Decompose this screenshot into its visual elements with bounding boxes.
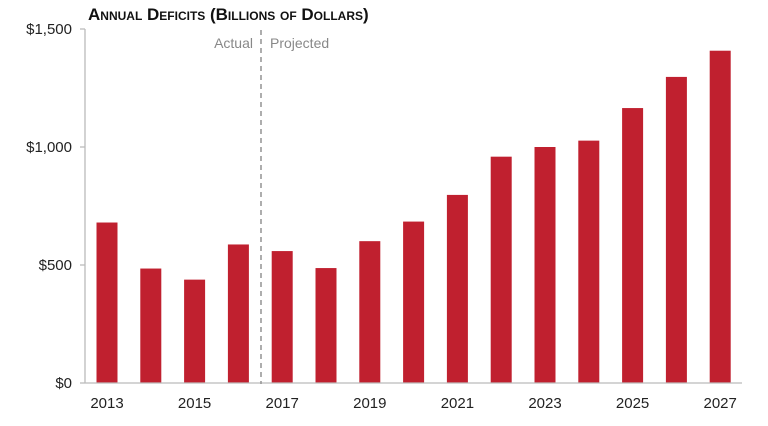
y-axis: $0 $500 $1,000 $1,500 (26, 21, 86, 392)
bar-2021 (446, 194, 468, 383)
x-tick-label: 2019 (353, 395, 386, 412)
bar-2017 (271, 251, 293, 383)
y-tick-label: $0 (55, 375, 72, 392)
bar-2024 (578, 140, 600, 383)
bar-2027 (709, 50, 731, 383)
annotation-actual: Actual (214, 35, 253, 51)
x-tick-label: 2021 (441, 395, 474, 412)
chart-title: Annual Deficits (Billions of Dollars) (88, 5, 369, 24)
bar-2018 (315, 268, 337, 383)
bar-2013 (96, 222, 118, 383)
bar-2014 (140, 268, 162, 383)
bar-2025 (622, 108, 644, 383)
x-axis: 2013 2015 2017 2019 2021 2023 2025 2027 (85, 382, 742, 412)
bar-2016 (227, 244, 249, 383)
y-tick-label: $1,000 (26, 139, 72, 156)
bar-2023 (534, 147, 556, 383)
y-tick-label: $500 (39, 257, 72, 274)
annotation-projected: Projected (270, 35, 329, 51)
x-tick-label: 2015 (178, 395, 211, 412)
y-tick-label: $1,500 (26, 21, 72, 38)
x-tick-label: 2017 (266, 395, 299, 412)
bar-2015 (184, 279, 206, 383)
x-tick-label: 2027 (704, 395, 737, 412)
x-tick-label: 2025 (616, 395, 649, 412)
bar-2019 (359, 241, 381, 383)
bar-2026 (665, 76, 687, 384)
bars (96, 50, 731, 384)
x-tick-label: 2013 (90, 395, 123, 412)
bar-2020 (403, 221, 425, 383)
bar-2022 (490, 156, 512, 383)
x-tick-label: 2023 (528, 395, 561, 412)
